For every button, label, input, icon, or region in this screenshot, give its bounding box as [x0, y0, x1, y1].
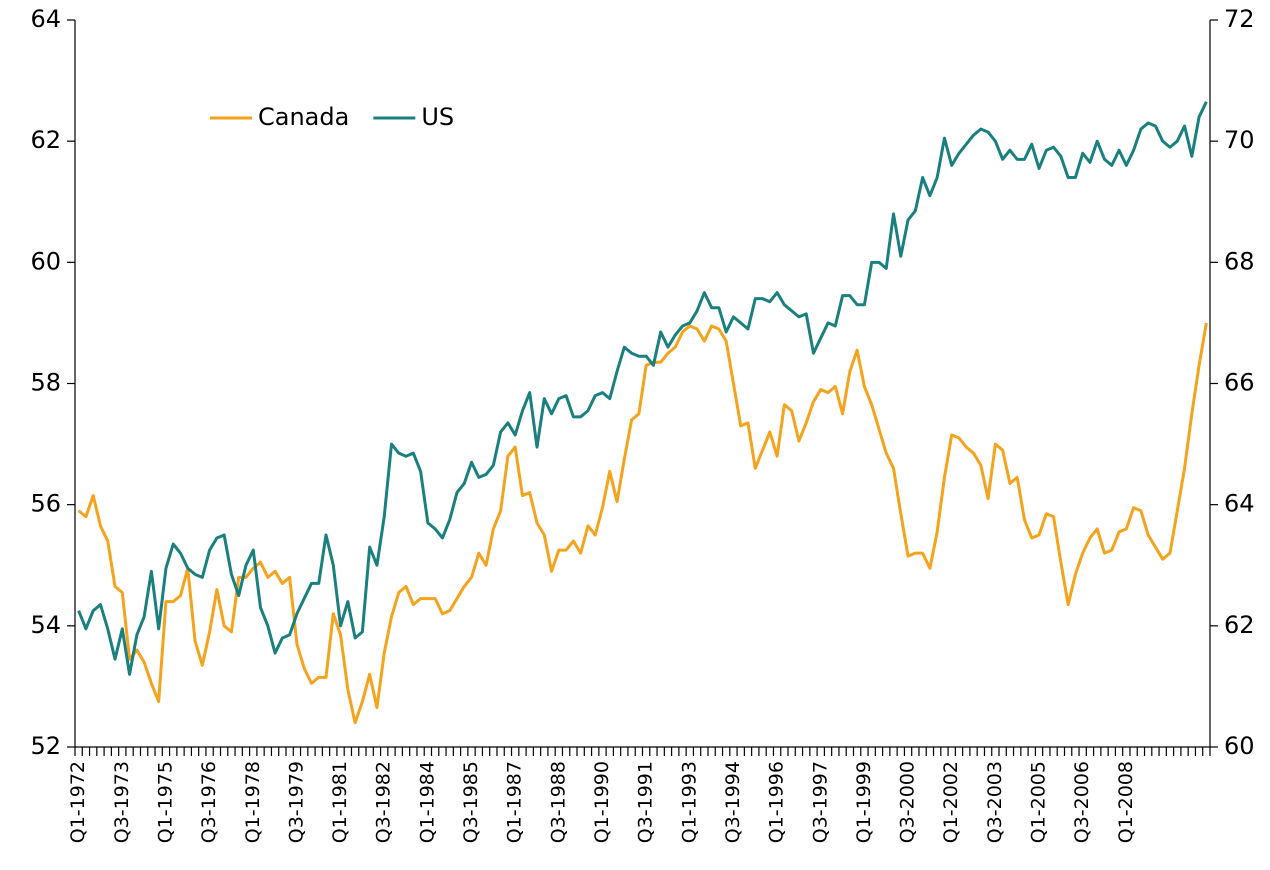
y-tick-label: 60: [30, 247, 61, 275]
x-tick-label: Q3-2000: [897, 761, 919, 843]
x-tick-label: Q3-1976: [198, 761, 220, 843]
x-tick-label: Q1-1987: [504, 761, 526, 843]
y2-tick-label: 66: [1224, 369, 1255, 397]
y2-tick-label: 68: [1224, 247, 1255, 275]
x-tick-label: Q3-1994: [722, 761, 744, 843]
y-tick-label: 58: [30, 369, 61, 397]
y2-tick-label: 70: [1224, 126, 1255, 154]
x-tick-label: Q1-2005: [1028, 761, 1050, 843]
x-tick-label: Q1-1978: [242, 761, 264, 843]
x-tick-label: Q1-1993: [678, 761, 700, 843]
x-tick-label: Q1-2008: [1115, 761, 1137, 843]
x-tick-label: Q3-2006: [1071, 761, 1093, 843]
x-tick-label: Q3-1979: [285, 761, 307, 843]
y2-tick-label: 72: [1224, 5, 1255, 33]
x-tick-label: Q1-1972: [67, 761, 89, 843]
x-tick-label: Q1-1999: [853, 761, 875, 843]
y2-tick-label: 62: [1224, 611, 1255, 639]
series-line: [77, 101, 1208, 676]
x-tick-label: Q1-1975: [154, 761, 176, 843]
series-line: [77, 322, 1208, 725]
x-tick-label: Q3-1988: [547, 761, 569, 843]
y-tick-label: 64: [30, 5, 61, 33]
y-tick-label: 62: [30, 126, 61, 154]
x-tick-label: Q3-1997: [809, 761, 831, 843]
legend-label: Canada: [258, 103, 349, 131]
x-tick-label: Q1-1981: [329, 761, 351, 843]
x-tick-label: Q3-1973: [111, 761, 133, 843]
x-tick-label: Q1-1996: [766, 761, 788, 843]
x-tick-label: Q3-1985: [460, 761, 482, 843]
legend-label: US: [421, 103, 454, 131]
x-tick-label: Q3-2003: [984, 761, 1006, 843]
y-tick-label: 56: [30, 490, 61, 518]
x-tick-label: Q1-1990: [591, 761, 613, 843]
y2-tick-label: 64: [1224, 490, 1255, 518]
x-tick-label: Q3-1982: [373, 761, 395, 843]
y2-tick-label: 60: [1224, 732, 1255, 760]
x-tick-label: Q1-1984: [416, 761, 438, 843]
y-tick-label: 54: [30, 611, 61, 639]
x-tick-label: Q3-1991: [635, 761, 657, 843]
x-tick-label: Q1-2002: [940, 761, 962, 843]
y-tick-label: 52: [30, 732, 61, 760]
